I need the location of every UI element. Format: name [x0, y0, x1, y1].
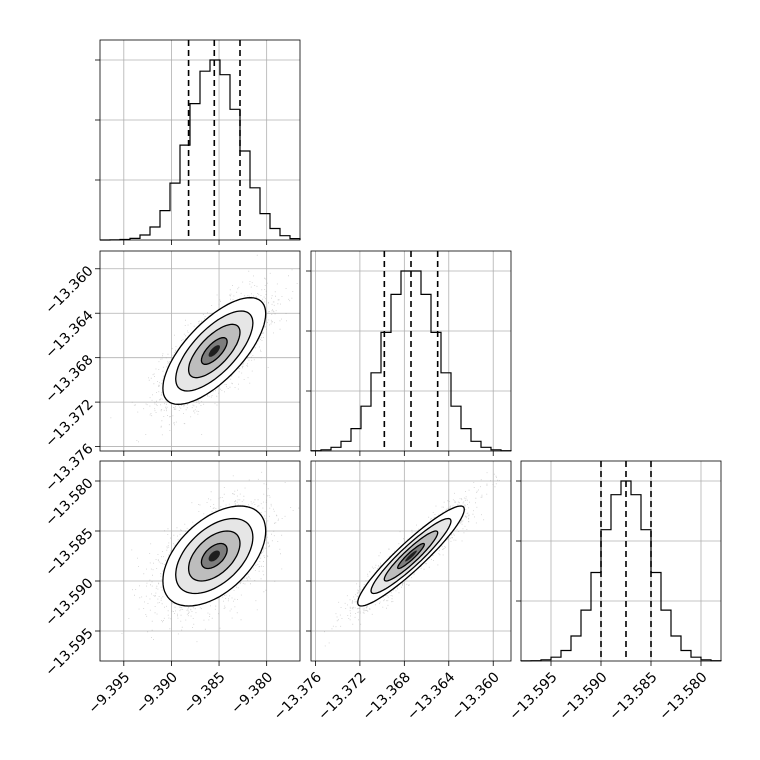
contour-line	[397, 542, 425, 570]
x-tick-label: −13.585	[606, 669, 660, 723]
histogram-frame	[520, 460, 722, 662]
scatter-frame	[99, 460, 301, 662]
y-tick-label: −13.372	[42, 396, 96, 450]
contour-line	[175, 310, 254, 392]
scatter-panel-1-0	[95, 250, 301, 456]
contour-line	[357, 505, 465, 607]
contour-line	[187, 323, 241, 379]
density-fill	[405, 550, 417, 562]
x-tick-label: −13.590	[556, 669, 610, 723]
y-tick-label: −13.595	[42, 625, 96, 679]
y-tick-label: −13.590	[42, 575, 96, 629]
contour-line	[200, 542, 228, 570]
histogram-frame	[310, 250, 512, 452]
plot-area	[100, 251, 300, 451]
x-tick-label: −9.380	[228, 669, 276, 717]
scatter-panel-2-1	[306, 460, 512, 666]
histogram-panel-2	[516, 460, 722, 666]
x-tick-label: −13.372	[315, 669, 369, 723]
histogram-step	[520, 480, 722, 662]
contour-line	[162, 297, 267, 405]
x-tick-label: −9.390	[133, 669, 181, 717]
contour-line	[383, 530, 439, 582]
histogram-step	[100, 59, 301, 241]
x-tick-label: −13.376	[271, 669, 325, 723]
contour-line	[187, 530, 241, 582]
x-tick-label: −13.368	[360, 669, 414, 723]
contour-line	[370, 517, 452, 595]
tick-labels: −9.395 −9.390 −9.385 −9.380−13.376−13.372−1…	[42, 263, 710, 723]
y-tick-label: −13.585	[42, 525, 96, 579]
contour-line	[162, 505, 267, 607]
x-tick-label: −13.595	[506, 669, 560, 723]
density-fill	[208, 550, 220, 562]
scatter-panel-2-0	[95, 460, 301, 666]
histogram-panel-0	[95, 39, 301, 245]
plot-area	[311, 461, 511, 661]
scatter-frame	[99, 250, 301, 452]
histogram-panel-1	[306, 250, 512, 456]
plot-area	[100, 461, 300, 661]
x-tick-label: −9.385	[181, 669, 229, 717]
y-tick-label: −13.360	[42, 263, 96, 317]
x-tick-label: −13.360	[449, 669, 503, 723]
x-tick-label: −13.580	[656, 669, 710, 723]
y-tick-label: −13.368	[42, 352, 96, 406]
contour-line	[175, 517, 254, 595]
histogram-frame	[99, 39, 301, 241]
contour-line	[200, 337, 228, 365]
x-tick-label: −9.395	[85, 669, 133, 717]
scatter-frame	[310, 460, 512, 662]
y-tick-label: −13.364	[42, 308, 96, 362]
density-fill	[208, 345, 220, 357]
x-tick-label: −13.364	[404, 669, 458, 723]
